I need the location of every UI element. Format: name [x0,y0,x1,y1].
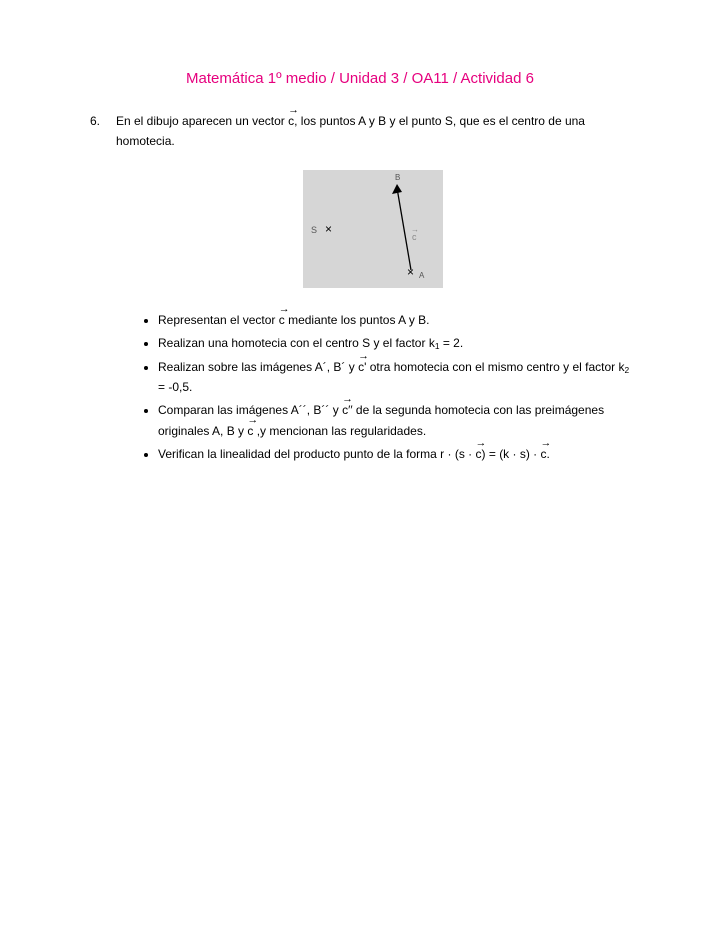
b3-sub: 2 [625,365,630,375]
vector-c-icon: →c [342,400,348,420]
b1-post: mediante los puntos A y B. [285,313,430,327]
b1-pre: Representan el vector [158,313,279,327]
vec-label-c: c [412,232,417,242]
page-title: Matemática 1º medio / Unidad 3 / OA11 / … [90,70,630,87]
list-item: Realizan una homotecia con el centro S y… [158,333,630,353]
homothety-figure: × S B × A → c [303,170,443,288]
intro-text: En el dibujo aparecen un vector →c, los … [116,111,630,152]
list-item: Verifican la linealidad del producto pun… [158,444,630,464]
vector-c-icon: →c [476,444,482,464]
figure-svg: × S B × A → c [303,170,443,288]
b2-pre: Realizan una homotecia con el centro S y… [158,336,435,350]
vector-letter: c [288,114,294,128]
problem-block: 6. En el dibujo aparecen un vector →c, l… [90,111,630,468]
problem-number: 6. [90,111,116,468]
vector-c-icon: →c [358,357,364,377]
b3-pre: Realizan sobre las imágenes A´, B´ y [158,360,358,374]
label-b: B [395,173,400,182]
b5-mid: ) = (k · s) · [482,447,541,461]
vector-line [397,188,411,270]
vector-c-icon: →c [247,421,253,441]
vector-c-icon: →c [288,111,294,131]
vector-c-icon: →c [541,444,547,464]
page: Matemática 1º medio / Unidad 3 / OA11 / … [0,0,720,468]
intro-pre: En el dibujo aparecen un vector [116,114,288,128]
label-s: S [311,225,317,235]
point-a-mark: × [407,265,414,279]
b2-post: = 2. [440,336,464,350]
vector-c-icon: →c [279,310,285,330]
b4-post: ,y mencionan las regularidades. [253,424,426,438]
list-item: Comparan las imágenes A´´, B´´ y →c′′ de… [158,400,630,441]
b3-mid: otra homotecia con el mismo centro y el … [366,360,624,374]
list-item: Realizan sobre las imágenes A´, B´ y →c'… [158,357,630,398]
b3-post: = -0,5. [158,380,192,394]
arrowhead-icon [392,184,402,194]
list-item: Representan el vector →c mediante los pu… [158,310,630,330]
problem-body: En el dibujo aparecen un vector →c, los … [116,111,630,468]
bullet-list: Representan el vector →c mediante los pu… [116,310,630,465]
b5-pre: Verifican la linealidad del producto pun… [158,447,476,461]
figure-container: × S B × A → c [116,170,630,288]
point-s-mark: × [325,222,332,236]
b5-post: . [547,447,550,461]
label-a: A [419,271,425,280]
